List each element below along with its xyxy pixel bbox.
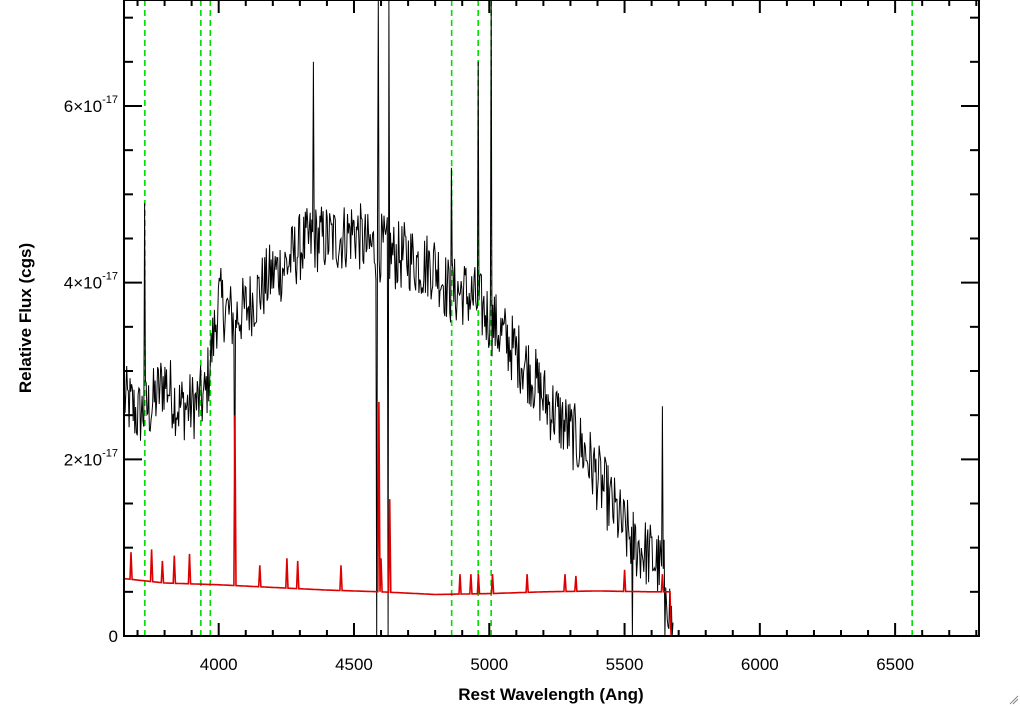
x-tick-label: 5000 [470,655,508,674]
emission-line-markers [144,0,913,636]
spectrum-line [124,401,979,637]
x-tick-label: 6000 [741,655,779,674]
y-tick-label: 2×10-17 [64,447,118,469]
y-tick-label: 6×10-17 [64,94,118,116]
plot-frame [123,0,980,637]
x-axis-title: Rest Wavelength (Ang) [458,685,643,704]
x-tick-label: 4500 [335,655,373,674]
x-tick-label: 6500 [876,655,914,674]
tick-labels: 4000 4500 5000 5500 6000 6500 0 2×10-17 4×10-17 6… [64,94,914,674]
y-tick-label: 0 [109,627,118,646]
axis-ticks [124,0,979,637]
resize-grip-icon [1009,695,1019,705]
y-axis-title: Relative Flux (cgs) [16,243,35,393]
y-tick-label: 4×10-17 [64,271,118,293]
x-tick-label: 5500 [606,655,644,674]
x-tick-label: 4000 [200,655,238,674]
spectrum-line [123,0,674,637]
spectrum-series [123,0,979,637]
